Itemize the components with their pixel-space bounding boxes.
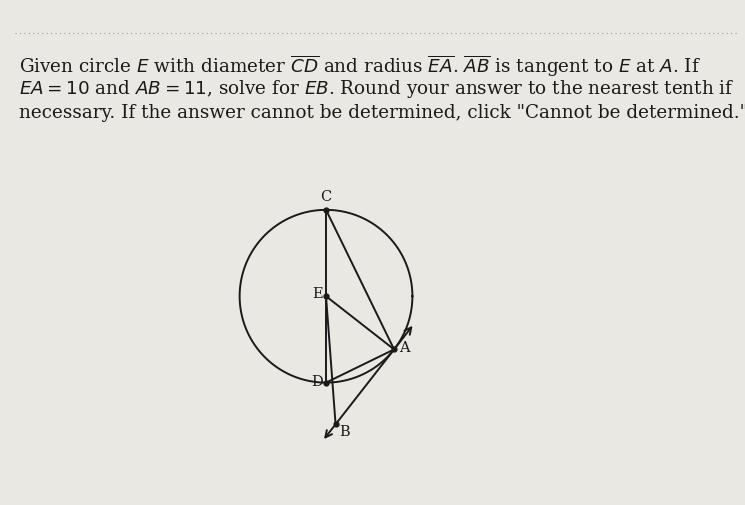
Text: $EA = 10$ and $AB = 11$, solve for $EB$. Round your answer to the nearest tenth : $EA = 10$ and $AB = 11$, solve for $EB$.…	[19, 78, 735, 100]
Text: C: C	[320, 190, 332, 205]
Text: E: E	[312, 287, 323, 301]
Text: D: D	[311, 375, 323, 388]
Text: B: B	[340, 425, 350, 439]
Text: A: A	[399, 341, 410, 355]
Text: necessary. If the answer cannot be determined, click "Cannot be determined.": necessary. If the answer cannot be deter…	[19, 104, 745, 122]
Text: Given circle $E$ with diameter $\overline{CD}$ and radius $\overline{EA}$. $\ove: Given circle $E$ with diameter $\overlin…	[19, 53, 701, 79]
